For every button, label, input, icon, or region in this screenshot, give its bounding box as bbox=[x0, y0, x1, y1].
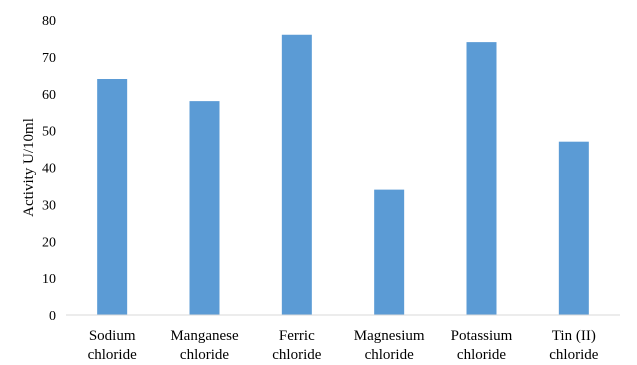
bar bbox=[466, 42, 497, 315]
y-tick-label: 60 bbox=[42, 88, 56, 103]
bar bbox=[281, 34, 312, 315]
x-category-label: Ferric chloride bbox=[272, 328, 321, 363]
bars bbox=[97, 34, 589, 315]
x-category-label: Tin (II) chloride bbox=[549, 328, 598, 363]
y-axis-title: Activity U/10ml bbox=[21, 118, 37, 217]
bar bbox=[374, 189, 405, 315]
y-tick-label: 70 bbox=[42, 51, 56, 66]
x-axis-labels: Sodium chloride Manganese chloride Ferric chl… bbox=[88, 328, 599, 363]
y-tick-label: 50 bbox=[42, 125, 56, 140]
x-category-label: Manganese chloride bbox=[170, 328, 239, 363]
y-axis-ticks: 0 10 20 30 40 50 60 70 80 bbox=[42, 14, 56, 324]
y-tick-label: 10 bbox=[42, 272, 56, 287]
y-tick-label: 40 bbox=[42, 162, 56, 177]
y-tick-label: 80 bbox=[42, 14, 56, 29]
bar bbox=[189, 101, 220, 315]
y-tick-label: 20 bbox=[42, 235, 56, 250]
y-tick-label: 30 bbox=[42, 198, 56, 213]
x-category-label: Potassium chloride bbox=[451, 328, 513, 363]
bar bbox=[97, 79, 128, 315]
y-tick-label: 0 bbox=[49, 309, 56, 324]
x-category-label: Magnesium chloride bbox=[354, 328, 425, 363]
x-category-label: Sodium chloride bbox=[88, 328, 137, 363]
bar bbox=[558, 141, 589, 315]
